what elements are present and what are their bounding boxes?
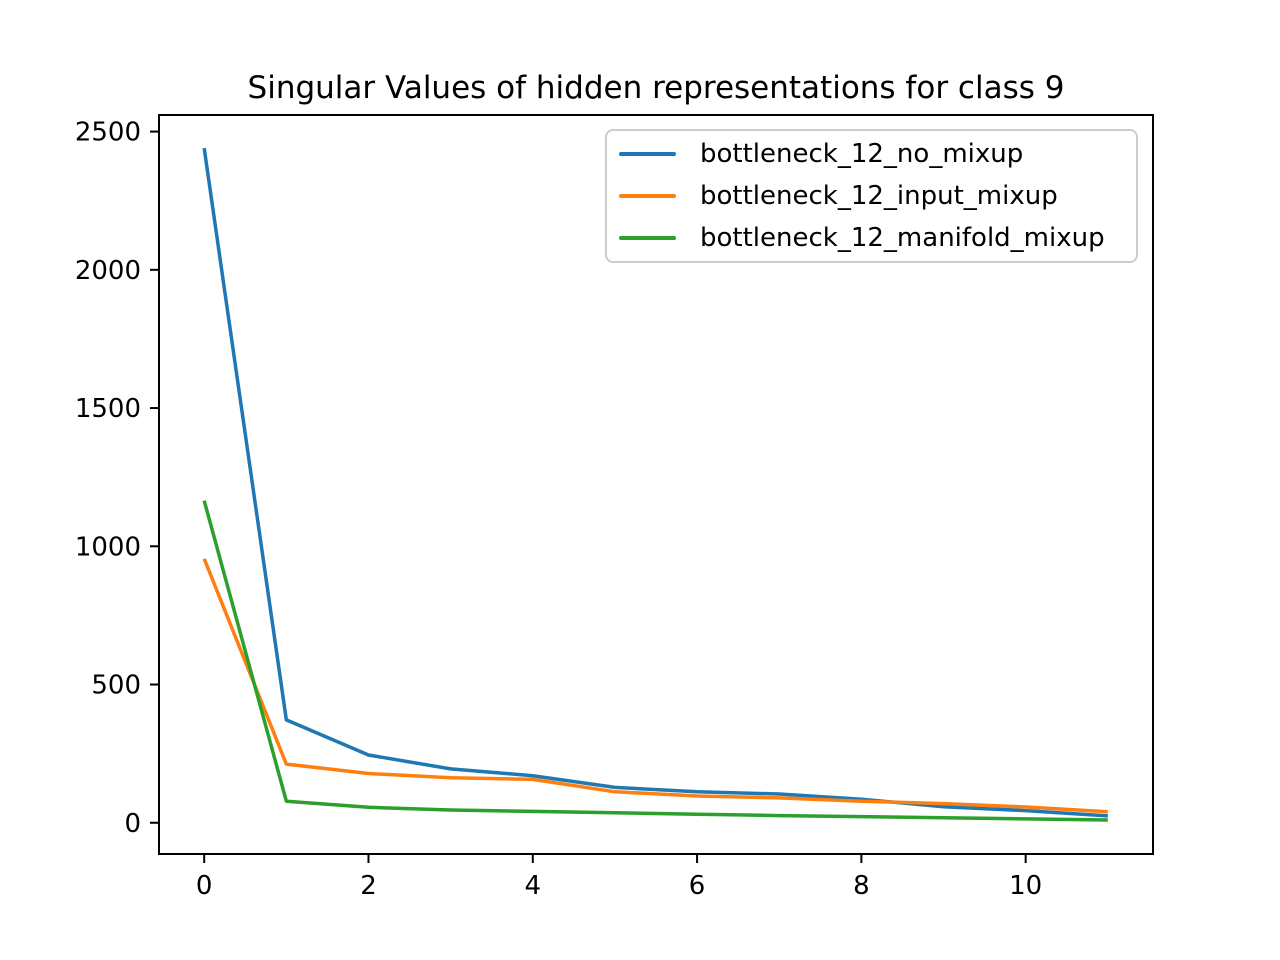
legend-label-manifold-mixup: bottleneck_12_manifold_mixup [700, 223, 1105, 253]
chart-title: Singular Values of hidden representation… [247, 70, 1065, 106]
legend-item-manifold-mixup: bottleneck_12_manifold_mixup [607, 217, 1136, 259]
y-tick-label: 500 [91, 671, 141, 701]
y-tick-label: 2000 [75, 256, 141, 286]
series-line-bottleneck_12_manifold_mixup [202, 500, 1108, 822]
legend-box: bottleneck_12_no_mixup bottleneck_12_inp… [605, 129, 1138, 263]
x-tick-label: 6 [689, 871, 706, 901]
legend-line-sample-manifold-mixup [619, 235, 676, 241]
x-tick-label: 2 [360, 871, 377, 901]
legend-label-input-mixup: bottleneck_12_input_mixup [700, 181, 1058, 211]
y-tick-label: 1000 [75, 532, 141, 562]
legend-line-sample-no-mixup [619, 151, 676, 157]
y-tick-label: 0 [124, 809, 141, 839]
legend-line-sample-input-mixup [619, 193, 676, 199]
legend-label-no-mixup: bottleneck_12_no_mixup [700, 139, 1024, 169]
y-tick-label: 2500 [75, 118, 141, 148]
x-tick-label: 4 [525, 871, 542, 901]
x-tick-label: 8 [853, 871, 870, 901]
x-tick-label: 10 [1009, 871, 1042, 901]
legend-item-input-mixup: bottleneck_12_input_mixup [607, 175, 1136, 217]
series-line-bottleneck_12_input_mixup [202, 558, 1108, 814]
y-tick-label: 1500 [75, 394, 141, 424]
axes-spines [158, 114, 1154, 855]
x-tick-label: 0 [196, 871, 213, 901]
series-line-bottleneck_12_no_mixup [202, 147, 1108, 818]
legend-item-no-mixup: bottleneck_12_no_mixup [607, 133, 1136, 175]
